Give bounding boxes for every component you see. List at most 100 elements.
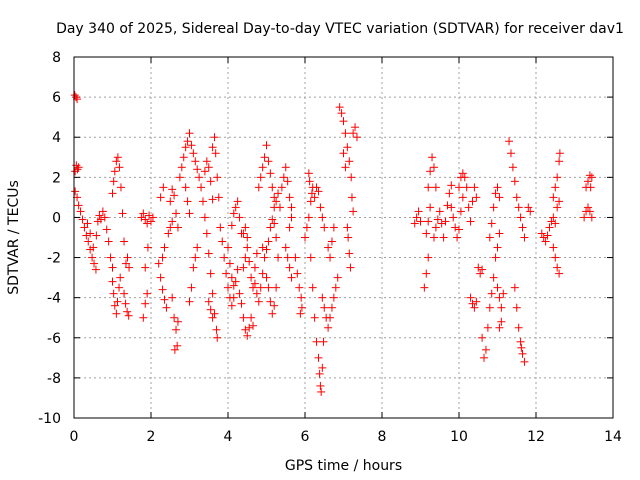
- data-point: [291, 253, 300, 262]
- data-point: [349, 129, 358, 138]
- x-tick-label: 8: [378, 429, 387, 445]
- data-point: [318, 293, 327, 302]
- data-point: [468, 299, 477, 308]
- data-point: [123, 253, 132, 262]
- data-point: [462, 183, 471, 192]
- data-point: [343, 223, 352, 232]
- data-point: [514, 323, 523, 332]
- data-point: [121, 299, 130, 308]
- x-tick-label: 4: [224, 429, 233, 445]
- data-point: [121, 259, 130, 268]
- data-point: [156, 273, 165, 282]
- data-point: [270, 301, 279, 310]
- data-point: [74, 201, 83, 210]
- data-point: [86, 229, 95, 238]
- data-point: [306, 253, 315, 262]
- data-point: [553, 173, 562, 182]
- data-point: [518, 349, 527, 358]
- data-point: [287, 203, 296, 212]
- data-point: [472, 193, 481, 202]
- data-point: [296, 309, 305, 318]
- data-point: [285, 223, 294, 232]
- data-point: [279, 173, 288, 182]
- data-point: [310, 313, 319, 322]
- data-point: [158, 285, 167, 294]
- data-point: [172, 325, 181, 334]
- data-point: [147, 217, 155, 226]
- data-point: [191, 157, 200, 166]
- data-point: [143, 219, 152, 228]
- data-point: [495, 323, 504, 332]
- data-point: [470, 183, 479, 192]
- data-point: [252, 289, 261, 298]
- data-point: [208, 143, 217, 152]
- data-point: [113, 153, 122, 162]
- data-point: [549, 213, 558, 222]
- data-point: [555, 149, 564, 158]
- data-point: [341, 163, 350, 172]
- y-tick-label: -10: [38, 411, 61, 427]
- data-point: [447, 203, 456, 212]
- data-point: [424, 217, 433, 226]
- data-point: [416, 217, 425, 226]
- data-point: [324, 323, 333, 332]
- data-point: [281, 243, 290, 252]
- data-point: [88, 253, 97, 262]
- data-point: [329, 223, 338, 232]
- data-point: [110, 167, 119, 176]
- data-point: [327, 303, 336, 312]
- data-point: [266, 169, 275, 178]
- grid-lines: [74, 57, 613, 418]
- data-point: [499, 289, 508, 298]
- data-point: [206, 305, 215, 314]
- data-point: [89, 243, 98, 252]
- data-point: [551, 253, 560, 262]
- data-point: [520, 233, 529, 242]
- data-point: [283, 177, 292, 186]
- data-point: [120, 289, 129, 298]
- x-axis-label: GPS time / hours: [285, 458, 402, 474]
- data-point: [493, 283, 502, 292]
- data-point: [555, 157, 564, 166]
- data-point: [243, 331, 252, 340]
- data-point: [549, 243, 558, 252]
- data-point: [281, 163, 290, 172]
- data-point: [310, 193, 319, 202]
- data-point: [270, 219, 279, 228]
- data-point: [319, 337, 328, 346]
- data-point: [191, 253, 200, 262]
- data-point: [476, 269, 485, 278]
- data-point: [164, 229, 173, 238]
- data-point: [222, 269, 231, 278]
- data-point: [185, 209, 194, 218]
- data-point: [254, 183, 263, 192]
- data-point: [422, 269, 431, 278]
- data-point: [90, 259, 99, 268]
- data-point: [306, 197, 315, 206]
- y-axis-label: SDTVAR / TECUs: [6, 180, 22, 295]
- data-point: [293, 269, 302, 278]
- data-point: [166, 223, 175, 232]
- data-point: [445, 189, 454, 198]
- data-point: [485, 233, 494, 242]
- data-point: [210, 309, 219, 318]
- data-point: [553, 263, 562, 272]
- data-point: [422, 229, 431, 238]
- data-point: [314, 353, 323, 362]
- data-point: [208, 195, 217, 204]
- data-point: [587, 173, 596, 182]
- data-point: [116, 183, 125, 192]
- data-point: [233, 265, 242, 274]
- y-tick-label: 8: [52, 50, 61, 66]
- data-point: [347, 173, 356, 182]
- data-point: [275, 203, 284, 212]
- data-point: [287, 273, 296, 282]
- y-tick-label: -2: [47, 251, 61, 267]
- data-point: [73, 165, 82, 174]
- data-point: [312, 183, 321, 192]
- data-point: [91, 265, 100, 274]
- data-point: [198, 197, 207, 206]
- data-point: [264, 157, 273, 166]
- data-point: [466, 293, 475, 302]
- data-point: [520, 357, 529, 366]
